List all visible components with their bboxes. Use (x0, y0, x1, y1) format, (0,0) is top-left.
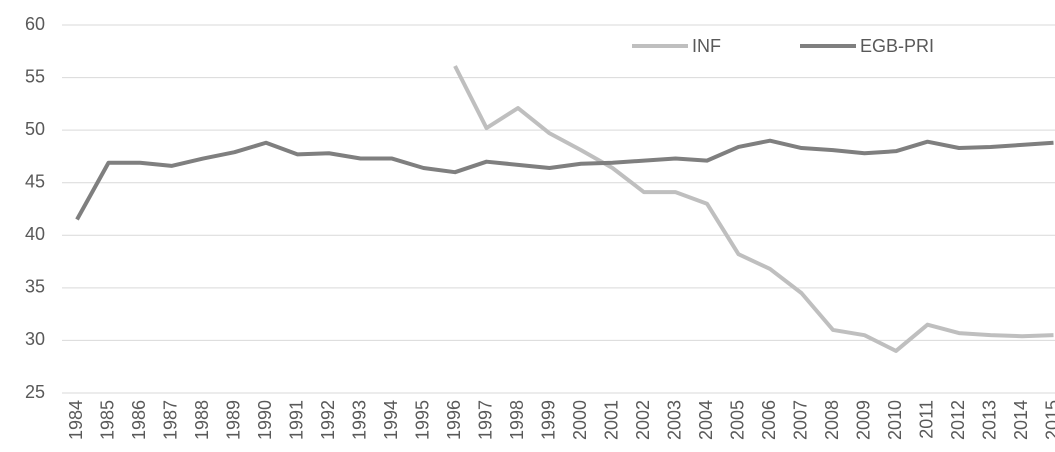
x-tick-label: 1994 (381, 400, 401, 440)
x-tick-label: 2007 (790, 400, 810, 440)
x-tick-label: 1998 (507, 400, 527, 440)
x-tick-label: 2011 (916, 400, 936, 439)
y-tick-label: 25 (25, 382, 45, 402)
x-tick-label: 2003 (664, 400, 684, 440)
x-tick-label: 1990 (255, 400, 275, 440)
x-tick-label: 1991 (286, 400, 306, 440)
x-tick-label: 2005 (727, 400, 747, 440)
y-tick-label: 55 (25, 66, 45, 86)
x-tick-label: 2002 (633, 400, 653, 440)
x-tick-label: 1996 (444, 400, 464, 440)
x-tick-label: 1992 (318, 400, 338, 440)
x-tick-label: 1988 (192, 400, 212, 440)
x-tick-label: 1986 (129, 400, 149, 440)
x-tick-label: 2008 (822, 400, 842, 440)
x-tick-label: 1999 (538, 400, 558, 440)
x-tick-label: 1997 (475, 400, 495, 440)
y-tick-label: 35 (25, 277, 45, 297)
x-tick-label: 2006 (759, 400, 779, 440)
y-tick-label: 45 (25, 171, 45, 191)
y-tick-label: 60 (25, 14, 45, 34)
x-tick-label: 2001 (601, 400, 621, 440)
legend-label: INF (692, 36, 721, 56)
x-tick-label: 2012 (948, 400, 968, 440)
x-tick-label: 2015 (1042, 400, 1055, 440)
x-tick-label: 1995 (412, 400, 432, 440)
x-tick-label: 2004 (696, 400, 716, 440)
x-tick-label: 1993 (349, 400, 369, 440)
y-tick-label: 30 (25, 329, 45, 349)
x-tick-label: 2009 (853, 400, 873, 440)
x-tick-label: 2010 (885, 400, 905, 440)
legend-label: EGB-PRI (860, 36, 934, 56)
x-tick-label: 2013 (979, 400, 999, 440)
x-tick-label: 2000 (570, 400, 590, 440)
x-tick-label: 1985 (97, 400, 117, 440)
x-tick-label: 2014 (1011, 400, 1031, 440)
y-tick-label: 40 (25, 224, 45, 244)
line-series (75, 138, 1054, 221)
line-series (453, 65, 1054, 353)
x-tick-label: 1984 (66, 400, 86, 440)
x-tick-label: 1987 (160, 400, 180, 440)
y-tick-label: 50 (25, 119, 45, 139)
x-tick-label: 1989 (223, 400, 243, 440)
